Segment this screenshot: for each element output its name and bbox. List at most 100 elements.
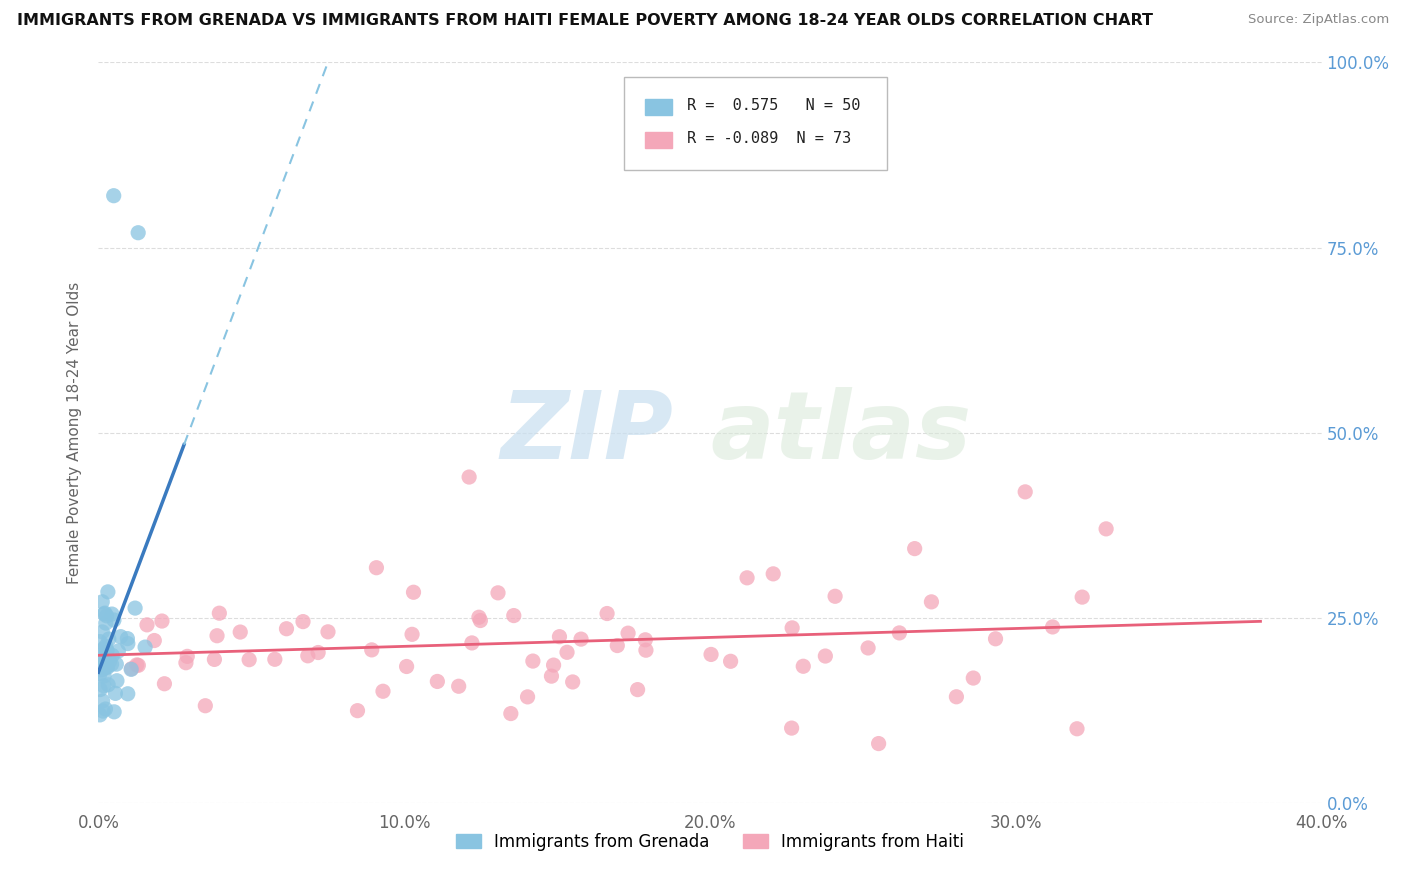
Point — [97, 678, 120, 692]
Point — [104, 686, 127, 700]
Point — [127, 658, 149, 673]
Point — [263, 652, 285, 666]
Point — [238, 653, 260, 667]
Point — [117, 632, 139, 646]
Point — [292, 615, 315, 629]
Point — [824, 589, 846, 603]
Point — [107, 644, 129, 658]
Point — [735, 571, 758, 585]
Point — [117, 636, 139, 650]
Point — [91, 694, 114, 708]
Point — [94, 616, 117, 631]
Point — [143, 633, 166, 648]
Point — [96, 644, 118, 658]
Text: R =  0.575   N = 50: R = 0.575 N = 50 — [686, 98, 860, 113]
Point — [762, 566, 785, 581]
Point — [97, 585, 120, 599]
Point — [103, 613, 125, 627]
Point — [814, 648, 837, 663]
Point — [1042, 620, 1064, 634]
Point — [470, 614, 492, 628]
Point — [93, 679, 115, 693]
Point — [89, 634, 111, 648]
Point — [366, 560, 388, 574]
Point — [150, 614, 173, 628]
Bar — [645, 99, 672, 115]
Point — [276, 622, 298, 636]
Point — [96, 608, 118, 623]
Point — [134, 640, 156, 654]
Point — [202, 652, 225, 666]
Text: R = -0.089  N = 73: R = -0.089 N = 73 — [686, 131, 851, 146]
Point — [569, 632, 592, 647]
Point — [125, 657, 148, 672]
Point — [96, 643, 118, 657]
Point — [401, 627, 423, 641]
Point — [174, 656, 197, 670]
Point — [90, 654, 112, 668]
Point — [89, 667, 111, 681]
Point — [780, 721, 803, 735]
Point — [316, 624, 339, 639]
Point — [634, 643, 657, 657]
Point — [94, 660, 117, 674]
Point — [555, 645, 578, 659]
Point — [89, 707, 111, 722]
Text: Source: ZipAtlas.com: Source: ZipAtlas.com — [1249, 13, 1389, 27]
Point — [94, 606, 117, 620]
Point — [792, 659, 814, 673]
Point — [101, 607, 124, 621]
Point — [94, 660, 117, 674]
Point — [458, 470, 481, 484]
Point — [136, 618, 159, 632]
Point — [486, 586, 509, 600]
Point — [307, 646, 329, 660]
Point — [1014, 484, 1036, 499]
Point — [1066, 722, 1088, 736]
Point — [176, 649, 198, 664]
Point — [447, 679, 470, 693]
Point — [229, 625, 252, 640]
Point — [522, 654, 544, 668]
Point — [856, 640, 879, 655]
Point — [548, 630, 571, 644]
Point — [91, 595, 114, 609]
Point — [90, 663, 112, 677]
Point — [100, 657, 122, 672]
Point — [90, 648, 112, 663]
Point — [91, 704, 114, 718]
Point — [124, 601, 146, 615]
Point — [94, 639, 117, 653]
Point — [634, 632, 657, 647]
Point — [103, 188, 125, 202]
Point — [93, 656, 115, 670]
Point — [502, 608, 524, 623]
Point — [360, 643, 382, 657]
Point — [93, 669, 115, 683]
Point — [98, 654, 121, 668]
Point — [561, 675, 583, 690]
Point — [461, 636, 484, 650]
Point — [371, 684, 394, 698]
Point — [516, 690, 538, 704]
Point — [395, 659, 418, 673]
Point — [105, 657, 128, 672]
Point — [543, 658, 565, 673]
Point — [904, 541, 927, 556]
Point — [1095, 522, 1118, 536]
Point — [720, 654, 742, 668]
Point — [101, 648, 124, 663]
Text: atlas: atlas — [710, 386, 972, 479]
Point — [499, 706, 522, 721]
Point — [89, 682, 111, 697]
Point — [96, 657, 118, 672]
Point — [700, 648, 723, 662]
Point — [93, 607, 115, 621]
Bar — [645, 132, 672, 148]
Point — [868, 737, 890, 751]
Point — [94, 702, 117, 716]
Point — [626, 682, 648, 697]
Point — [984, 632, 1007, 646]
Point — [606, 639, 628, 653]
Text: IMMIGRANTS FROM GRENADA VS IMMIGRANTS FROM HAITI FEMALE POVERTY AMONG 18-24 YEAR: IMMIGRANTS FROM GRENADA VS IMMIGRANTS FR… — [17, 13, 1153, 29]
